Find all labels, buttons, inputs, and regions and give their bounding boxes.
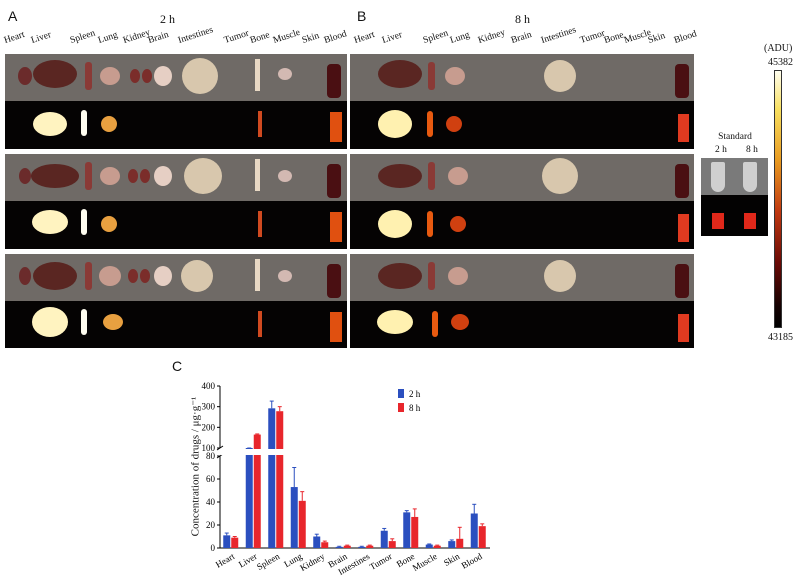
colorbar-unit: (ADU) [764, 43, 793, 54]
bar-2h-tumor [380, 530, 388, 548]
colorbar-max: 45382 [768, 57, 793, 68]
panel-b-organ-photos [377, 60, 689, 342]
organ-label-intestines: Intestines [176, 25, 215, 46]
panel-b-image [350, 54, 694, 348]
bar-2h-brain [335, 546, 343, 548]
organ-label-liver: Liver [380, 30, 404, 46]
organ-label-blood: Blood [322, 29, 349, 46]
standard-time-8h: 8 h [746, 145, 758, 155]
organ-label-intestines: Intestines [539, 25, 578, 46]
y-tick-label: 200 [202, 422, 216, 432]
y-tick-label: 20 [206, 520, 216, 530]
bar-2h-kidney [313, 536, 321, 548]
organ-label-muscle: Muscle [271, 27, 302, 46]
x-tick-label: Liver [237, 551, 259, 569]
organ-label-heart: Heart [2, 29, 27, 46]
organ-label-lung: Lung [96, 30, 120, 46]
axis-break-gap [221, 449, 491, 455]
panel-a-image [5, 54, 347, 348]
organ-label-bone: Bone [602, 30, 626, 46]
panel-b-label: B [357, 8, 367, 24]
organ-label-bone: Bone [248, 30, 272, 46]
y-tick-label: 400 [202, 381, 216, 391]
colorbar-min: 43185 [768, 332, 793, 343]
legend-label: 2 h [409, 389, 421, 399]
bar-2h-muscle [425, 544, 433, 548]
bar-8h-bone [411, 516, 419, 548]
legend-swatch [398, 403, 404, 412]
bar-2h-blood [470, 513, 478, 548]
bar-8h-brain [343, 545, 351, 548]
y-tick-label: 60 [206, 474, 216, 484]
y-tick-label: 0 [211, 543, 216, 553]
bar-2h-lung [290, 487, 298, 548]
panel-b-time: 8 h [515, 12, 530, 26]
organ-label-spleen: Spleen [68, 28, 97, 46]
x-tick-label: Blood [460, 551, 484, 571]
x-tick-label: Tumor [368, 551, 394, 572]
x-tick-label: Muscle [411, 551, 439, 573]
panel-a-time: 2 h [160, 12, 175, 26]
bar-8h-intestines [366, 545, 374, 548]
y-tick-label: 100 [202, 443, 216, 453]
bar-2h-intestines [358, 546, 366, 548]
organ-label-blood: Blood [672, 29, 699, 46]
x-tick-label: Skin [442, 551, 462, 568]
x-tick-label: Heart [214, 551, 237, 570]
bar-2h-heart [223, 535, 231, 548]
panel-c-label: C [172, 358, 183, 374]
bar-2h-skin [448, 541, 456, 548]
bar-2h-spleen [268, 408, 276, 548]
organ-label-tumor: Tumor [578, 28, 607, 46]
organ-label-brain: Brain [509, 29, 534, 46]
bar-8h-kidney [321, 542, 329, 548]
organ-label-liver: Liver [29, 30, 53, 46]
bar-2h-bone [403, 512, 411, 548]
bar-8h-lung [298, 500, 306, 548]
y-tick-label: 80 [206, 451, 216, 461]
bar-8h-muscle [433, 545, 441, 548]
organ-label-skin: Skin [300, 31, 321, 46]
standard-label: Standard [718, 132, 752, 142]
bar-8h-liver [253, 434, 261, 548]
organ-label-spleen: Spleen [421, 28, 450, 46]
standard-time-2h: 2 h [715, 145, 727, 155]
bar-8h-tumor [388, 541, 396, 548]
legend-label: 8 h [409, 403, 421, 413]
organ-label-lung: Lung [448, 30, 472, 46]
colorbar [774, 70, 782, 328]
x-tick-label: Kidney [298, 551, 326, 573]
organ-label-kidney: Kidney [476, 27, 507, 46]
bar-8h-spleen [276, 411, 284, 548]
standard-image [701, 158, 768, 236]
y-tick-label: 300 [202, 402, 216, 412]
panel-a-label: A [8, 8, 18, 24]
organ-label-tumor: Tumor [222, 28, 251, 46]
bar-8h-skin [456, 538, 464, 548]
organ-label-brain: Brain [146, 29, 171, 46]
bar-8h-heart [231, 537, 239, 548]
legend-swatch [398, 389, 404, 398]
y-tick-label: 40 [206, 497, 216, 507]
x-tick-label: Spleen [255, 551, 282, 572]
bar-2h-liver [245, 448, 253, 548]
organ-label-heart: Heart [352, 29, 377, 46]
panel-a-organ-photos [18, 58, 342, 342]
bar-8h-blood [478, 526, 486, 548]
